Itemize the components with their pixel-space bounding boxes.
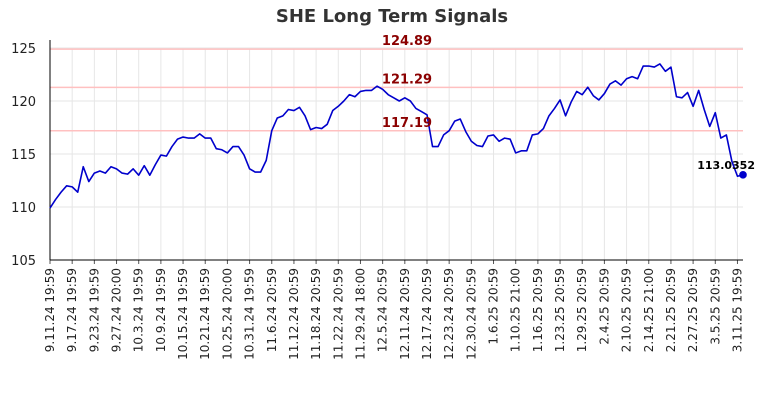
x-tick-label: 11.29.24 18:00 xyxy=(353,268,367,360)
x-tick-label: 12.23.24 20:59 xyxy=(442,268,456,360)
labels-layer: 105 110 115 120 125 9.11.24 19:59 9.17.24 19:5… xyxy=(11,34,755,360)
y-tick-label: 105 xyxy=(11,254,36,269)
x-tick-label: 12.11.24 20:59 xyxy=(398,268,412,360)
reference-lines xyxy=(50,48,743,132)
x-tick-label: 9.17.24 19:59 xyxy=(65,268,79,352)
x-tick-label: 11.18.24 20:59 xyxy=(309,268,323,360)
x-tick-label: 9.23.24 19:59 xyxy=(87,268,101,352)
x-tick-label: 2.21.25 20:59 xyxy=(664,268,678,352)
x-tick-label: 10.9.24 19:59 xyxy=(154,268,168,352)
y-tick-label: 115 xyxy=(11,148,36,163)
y-tick-label: 110 xyxy=(11,201,36,216)
x-tick-label: 10.21.24 19:59 xyxy=(198,268,212,360)
x-tick-label: 10.15.24 19:59 xyxy=(176,268,190,360)
x-tick-label: 3.11.25 19:59 xyxy=(730,268,744,352)
last-point-marker xyxy=(739,171,747,179)
y-tick-label: 120 xyxy=(11,95,36,110)
axes xyxy=(49,40,743,264)
series-layer xyxy=(49,63,747,209)
chart-title: SHE Long Term Signals xyxy=(275,6,509,27)
x-tick-label: 1.29.25 20:59 xyxy=(575,268,589,352)
y-tick-label: 125 xyxy=(11,42,36,57)
x-tick-label: 2.27.25 20:59 xyxy=(686,268,700,352)
grid-layer xyxy=(49,47,743,261)
x-tick-label: 2.14.25 21:00 xyxy=(642,268,656,352)
x-tick-label: 11.12.24 20:59 xyxy=(287,268,301,360)
x-tick-label: 9.11.24 19:59 xyxy=(43,268,57,352)
reference-label: 117.19 xyxy=(382,116,432,131)
x-tick-label: 10.31.24 19:59 xyxy=(243,268,257,360)
last-value-label: 113.0352 xyxy=(697,159,755,172)
x-tick-label: 10.3.24 19:59 xyxy=(132,268,146,352)
x-tick-label: 11.22.24 20:59 xyxy=(331,268,345,360)
x-tick-label: 1.16.25 20:59 xyxy=(531,268,545,352)
x-tick-label: 12.5.24 20:59 xyxy=(376,268,390,352)
x-tick-label: 1.6.25 20:59 xyxy=(487,268,501,345)
reference-label: 124.89 xyxy=(382,34,432,49)
x-tick-label: 2.4.25 20:59 xyxy=(597,268,611,345)
x-tick-label: 1.23.25 20:59 xyxy=(553,268,567,352)
x-tick-label: 11.6.24 20:59 xyxy=(265,268,279,352)
series-line xyxy=(49,63,744,209)
x-tick-label: 1.10.25 21:00 xyxy=(509,268,523,352)
x-tick-label: 9.27.24 20:00 xyxy=(110,268,124,352)
x-tick-label: 12.17.24 20:59 xyxy=(420,268,434,360)
x-tick-label: 2.10.25 20:59 xyxy=(620,268,634,352)
x-tick-label: 10.25.24 20:00 xyxy=(220,268,234,360)
reference-label: 121.29 xyxy=(382,72,432,87)
x-tick-label: 12.30.24 20:59 xyxy=(464,268,478,360)
x-tick-label: 3.5.25 20:59 xyxy=(708,268,722,345)
